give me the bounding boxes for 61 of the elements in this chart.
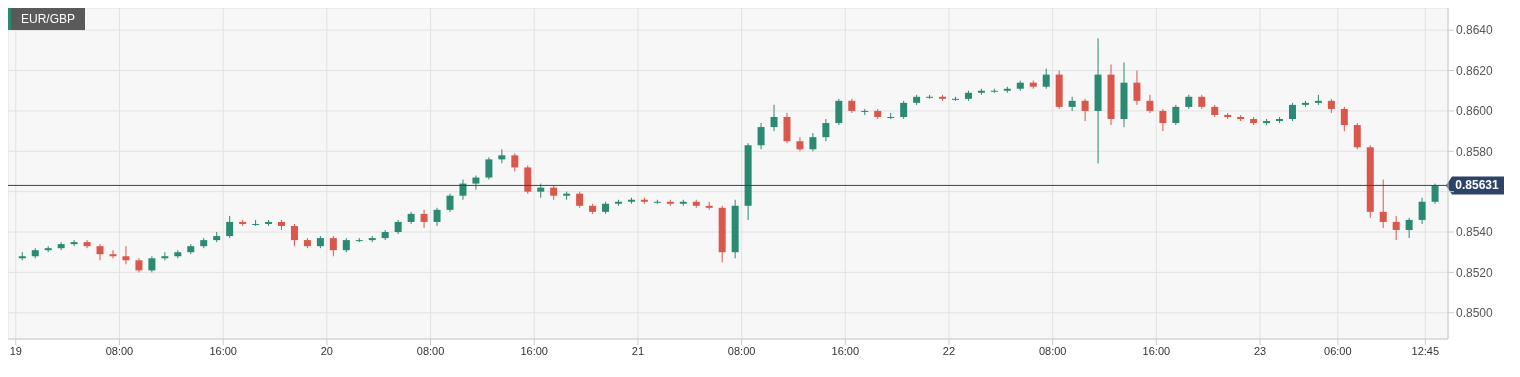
candlestick (226, 215, 234, 239)
x-tick-label: 08:00 (416, 344, 445, 357)
candlestick (420, 209, 428, 229)
candlestick (459, 179, 467, 201)
candlestick (1081, 98, 1089, 122)
y-tick-label: 0.8640 (1456, 23, 1494, 38)
x-tick-label: 22 (942, 344, 956, 357)
candlestick (511, 152, 519, 172)
candlestick (770, 104, 778, 132)
x-tick-label: 06:00 (1324, 344, 1352, 357)
candlestick (1353, 122, 1361, 150)
x-tick-label: 08:00 (727, 344, 756, 357)
y-tick-label: 0.8620 (1456, 63, 1494, 78)
candlestick (472, 175, 480, 191)
candlestick (1146, 94, 1154, 114)
candlestick (1068, 96, 1076, 112)
candlestick (1379, 179, 1387, 229)
candlestick (122, 245, 130, 265)
candlestick (1288, 102, 1296, 122)
candlestick (757, 122, 765, 150)
candlestick (1392, 215, 1400, 241)
x-tick-label: 16:00 (209, 344, 237, 357)
candlestick (485, 156, 493, 181)
candlestick (290, 223, 298, 247)
y-tick-label: 0.8520 (1456, 265, 1494, 280)
candlestick (1159, 108, 1167, 132)
y-tick-label: 0.8500 (1456, 306, 1494, 321)
candlestick (1431, 183, 1439, 205)
y-tick-label: 0.8580 (1456, 144, 1494, 159)
x-tick-label: 08:00 (1038, 344, 1067, 357)
x-tick-label: 20 (320, 344, 333, 357)
y-tick-label: 0.8600 (1456, 104, 1494, 119)
y-tick-label: 0.8540 (1456, 225, 1494, 240)
candlestick (1133, 70, 1141, 106)
candlestick (1172, 104, 1180, 126)
candlestick (83, 239, 91, 249)
candlestick (1405, 217, 1413, 239)
x-tick-label: 21 (631, 344, 645, 357)
candlestick (822, 118, 830, 142)
candlestick (900, 100, 908, 120)
x-tick-label: 16:00 (520, 344, 548, 357)
x-tick-label: 16:00 (1142, 344, 1171, 357)
candlestick (433, 207, 441, 227)
x-tick-label: 16:00 (831, 344, 860, 357)
candlestick (109, 249, 117, 259)
candlestick (1418, 197, 1426, 225)
x-tick-label: 19 (9, 344, 22, 357)
candlestick (96, 243, 104, 261)
x-tick-label: 23 (1253, 344, 1267, 357)
candlestick (835, 98, 843, 126)
candlestick (70, 239, 78, 247)
candlestick (329, 235, 337, 257)
ref-line-label: 0.85631 (1455, 178, 1500, 193)
candlestick (446, 193, 454, 213)
candlestick (1340, 106, 1348, 132)
candlestick (1042, 68, 1050, 90)
x-tick-label: 12:45 (1411, 344, 1440, 357)
chart-title: EUR/GBP (8, 8, 86, 30)
candlestick (161, 251, 169, 261)
x-tick-label: 08:00 (105, 344, 134, 357)
candlestick (809, 132, 817, 152)
